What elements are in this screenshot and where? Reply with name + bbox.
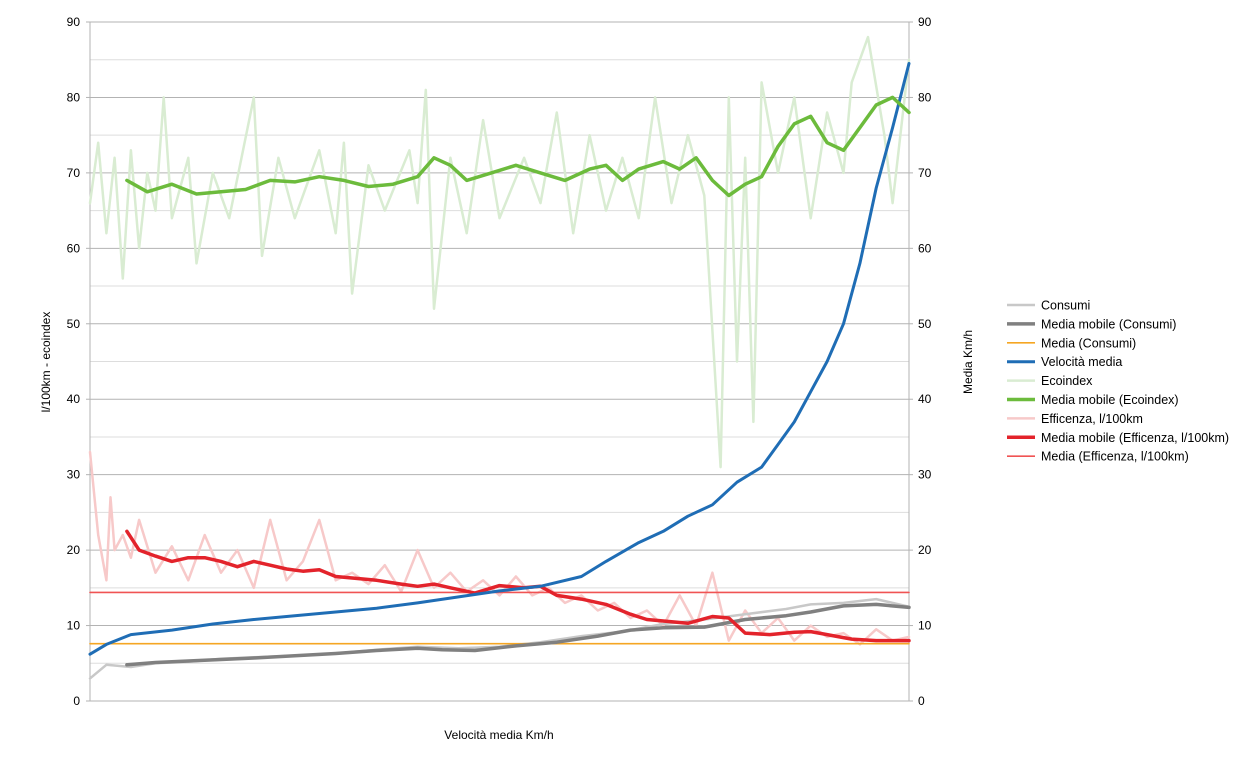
right-tick-label: 10 bbox=[918, 619, 932, 633]
right-axis-ticks: 0 10 20 30 40 50 60 70 80 90 bbox=[909, 15, 932, 708]
series-line-media-mobile-consumi bbox=[125, 602, 911, 667]
left-tick-label: 40 bbox=[67, 392, 81, 406]
left-tick-label: 10 bbox=[67, 619, 81, 633]
legend-label: Media (Efficenza, l/100km) bbox=[1041, 450, 1189, 464]
left-axis-title: l/100km - ecoindex bbox=[39, 312, 53, 413]
right-tick-label: 50 bbox=[918, 317, 932, 331]
right-tick-label: 40 bbox=[918, 392, 932, 406]
legend-item: Media (Efficenza, l/100km) bbox=[1007, 450, 1189, 464]
series-line-media-mobile-efficenza-l-100km bbox=[125, 529, 911, 643]
left-tick-label: 70 bbox=[67, 166, 81, 180]
series-line-velocit-media bbox=[88, 62, 911, 656]
legend-item: Efficenza, l/100km bbox=[1007, 412, 1143, 426]
series-line-media-mobile-ecoindex bbox=[125, 95, 911, 198]
series-layer bbox=[88, 35, 911, 680]
left-tick-label: 90 bbox=[67, 15, 81, 29]
right-tick-label: 90 bbox=[918, 15, 932, 29]
legend-label: Efficenza, l/100km bbox=[1041, 412, 1143, 426]
series-line-consumi bbox=[88, 597, 911, 680]
x-axis-title: Velocità media Km/h bbox=[444, 728, 553, 742]
left-axis-ticks: 0 10 20 30 40 50 60 70 80 90 bbox=[67, 15, 90, 708]
legend-item: Consumi bbox=[1007, 299, 1090, 313]
left-tick-label: 0 bbox=[73, 694, 80, 708]
gridlines bbox=[90, 21, 909, 702]
legend-item: Ecoindex bbox=[1007, 374, 1093, 388]
plot-area-frame bbox=[89, 21, 910, 702]
right-tick-label: 30 bbox=[918, 468, 932, 482]
legend: Consumi Media mobile (Consumi) Media (Cons… bbox=[1007, 299, 1229, 464]
legend-item: Media mobile (Consumi) bbox=[1007, 317, 1176, 331]
legend-item: Media mobile (Ecoindex) bbox=[1007, 393, 1179, 407]
legend-item: Velocità media bbox=[1007, 355, 1122, 369]
legend-label: Media mobile (Consumi) bbox=[1041, 317, 1176, 331]
right-tick-label: 20 bbox=[918, 543, 932, 557]
legend-item: Media mobile (Efficenza, l/100km) bbox=[1007, 431, 1229, 445]
right-tick-label: 0 bbox=[918, 694, 925, 708]
right-axis-title: Media Km/h bbox=[961, 330, 975, 394]
series-line-ecoindex bbox=[88, 35, 911, 469]
left-tick-label: 30 bbox=[67, 468, 81, 482]
legend-label: Media (Consumi) bbox=[1041, 336, 1136, 350]
left-tick-label: 20 bbox=[67, 543, 81, 557]
legend-label: Ecoindex bbox=[1041, 374, 1093, 388]
legend-label: Media mobile (Efficenza, l/100km) bbox=[1041, 431, 1229, 445]
left-tick-label: 60 bbox=[67, 241, 81, 255]
right-tick-label: 70 bbox=[918, 166, 932, 180]
right-tick-label: 60 bbox=[918, 241, 932, 255]
left-tick-label: 80 bbox=[67, 90, 81, 104]
legend-label: Velocità media bbox=[1041, 355, 1122, 369]
legend-item: Media (Consumi) bbox=[1007, 336, 1136, 350]
right-tick-label: 80 bbox=[918, 90, 932, 104]
legend-label: Media mobile (Ecoindex) bbox=[1041, 393, 1179, 407]
left-tick-label: 50 bbox=[67, 317, 81, 331]
legend-label: Consumi bbox=[1041, 299, 1090, 313]
